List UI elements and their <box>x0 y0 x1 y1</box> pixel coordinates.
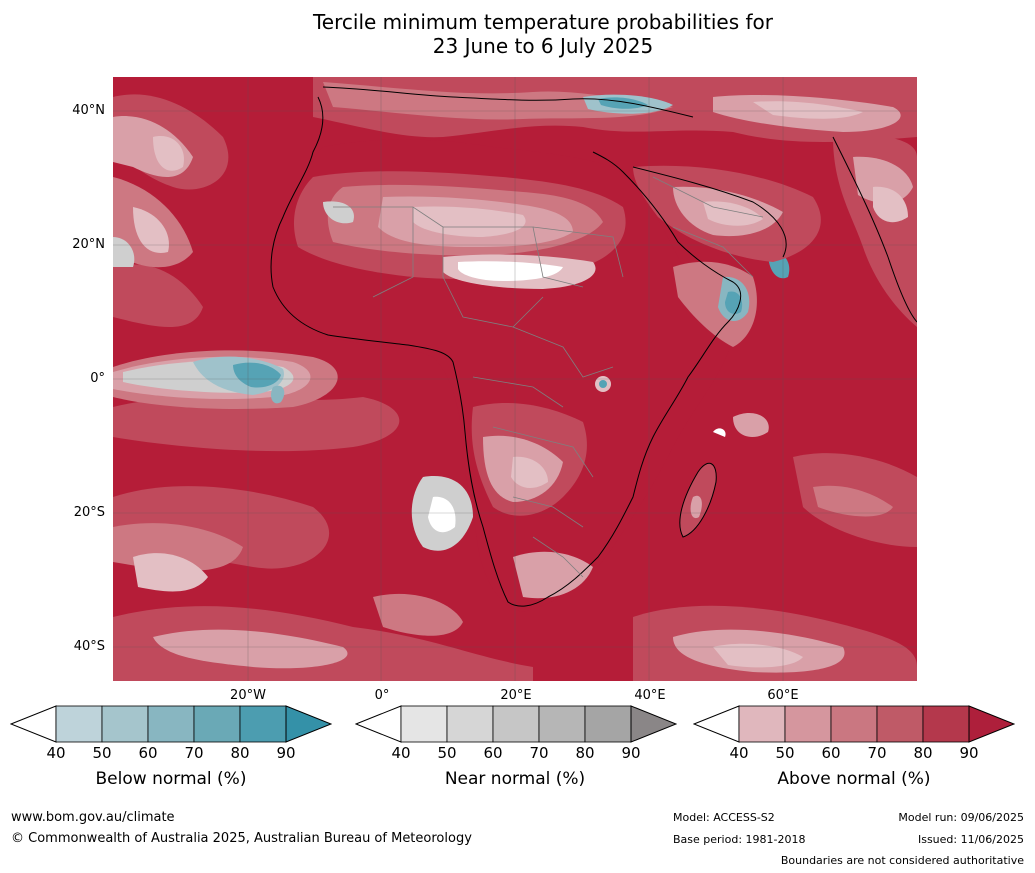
issued-date: Issued: 11/06/2025 <box>917 833 1024 846</box>
title-line-2: 23 June to 6 July 2025 <box>432 34 654 58</box>
above-swatch-3 <box>830 705 878 743</box>
below-tick-50: 50 <box>92 744 112 762</box>
lat-label-40s: 40°S <box>73 639 105 654</box>
near-swatch-3 <box>492 705 540 743</box>
near-swatch-4 <box>538 705 586 743</box>
title-line-1: Tercile minimum temperature probabilitie… <box>312 10 774 34</box>
above-extend-low <box>693 705 740 743</box>
near-extend-low <box>355 705 402 743</box>
lon-label-60e: 60°E <box>767 688 799 703</box>
colorbar-below-normal <box>10 705 332 743</box>
below-extend-high <box>285 705 332 743</box>
ocean-probability-patches <box>113 94 917 681</box>
lon-label-0: 0° <box>374 688 390 703</box>
above-swatch-2 <box>784 705 832 743</box>
above-tick-80: 80 <box>913 744 933 762</box>
model-name: Model: ACCESS-S2 <box>673 811 775 824</box>
graticule <box>113 77 917 681</box>
map-canvas <box>113 77 917 681</box>
below-swatch-5 <box>239 705 287 743</box>
near-tick-70: 70 <box>529 744 549 762</box>
europe-mediterranean-area <box>313 77 917 142</box>
website-link[interactable]: www.bom.gov.au/climate <box>11 810 175 825</box>
boundaries-disclaimer: Boundaries are not considered authoritat… <box>780 854 1024 867</box>
below-tick-70: 70 <box>184 744 204 762</box>
above-tick-50: 50 <box>775 744 795 762</box>
lon-label-40e: 40°E <box>634 688 666 703</box>
lat-label-20n: 20°N <box>72 237 105 252</box>
above-swatch-5 <box>922 705 970 743</box>
above-normal-label: Above normal (%) <box>777 769 931 789</box>
below-swatch-3 <box>147 705 195 743</box>
near-tick-90: 90 <box>621 744 641 762</box>
below-swatch-4 <box>193 705 241 743</box>
near-swatch-5 <box>584 705 632 743</box>
colorbar-above-normal <box>693 705 1015 743</box>
above-tick-90: 90 <box>959 744 979 762</box>
above-tick-40: 40 <box>729 744 749 762</box>
near-swatch-2 <box>446 705 494 743</box>
near-swatch-1 <box>400 705 448 743</box>
below-extend-low <box>10 705 57 743</box>
near-tick-40: 40 <box>391 744 411 762</box>
map-title: Tercile minimum temperature probabilitie… <box>0 10 1035 58</box>
lat-label-40n: 40°N <box>72 103 105 118</box>
below-normal-label: Below normal (%) <box>95 769 247 789</box>
above-tick-70: 70 <box>867 744 887 762</box>
above-swatch-1 <box>738 705 786 743</box>
below-tick-40: 40 <box>46 744 66 762</box>
near-tick-80: 80 <box>575 744 595 762</box>
lon-label-20w: 20°W <box>230 688 266 703</box>
model-run-date: Model run: 09/06/2025 <box>898 811 1024 824</box>
below-swatch-1 <box>55 705 103 743</box>
above-swatch-4 <box>876 705 924 743</box>
near-tick-50: 50 <box>437 744 457 762</box>
near-tick-60: 60 <box>483 744 503 762</box>
lat-label-0: 0° <box>90 371 105 386</box>
above-extend-high <box>968 705 1015 743</box>
country-borders <box>333 176 764 578</box>
near-extend-high <box>630 705 677 743</box>
colorbar-near-normal <box>355 705 677 743</box>
below-tick-90: 90 <box>276 744 296 762</box>
coastlines <box>270 86 917 607</box>
below-tick-60: 60 <box>138 744 158 762</box>
near-normal-label: Near normal (%) <box>444 769 586 789</box>
below-swatch-2 <box>101 705 149 743</box>
base-period: Base period: 1981-2018 <box>673 833 806 846</box>
lon-label-20e: 20°E <box>500 688 532 703</box>
lat-label-20s: 20°S <box>73 505 105 520</box>
copyright-text: © Commonwealth of Australia 2025, Austra… <box>11 831 472 846</box>
above-tick-60: 60 <box>821 744 841 762</box>
below-tick-80: 80 <box>230 744 250 762</box>
probability-map <box>113 77 917 681</box>
